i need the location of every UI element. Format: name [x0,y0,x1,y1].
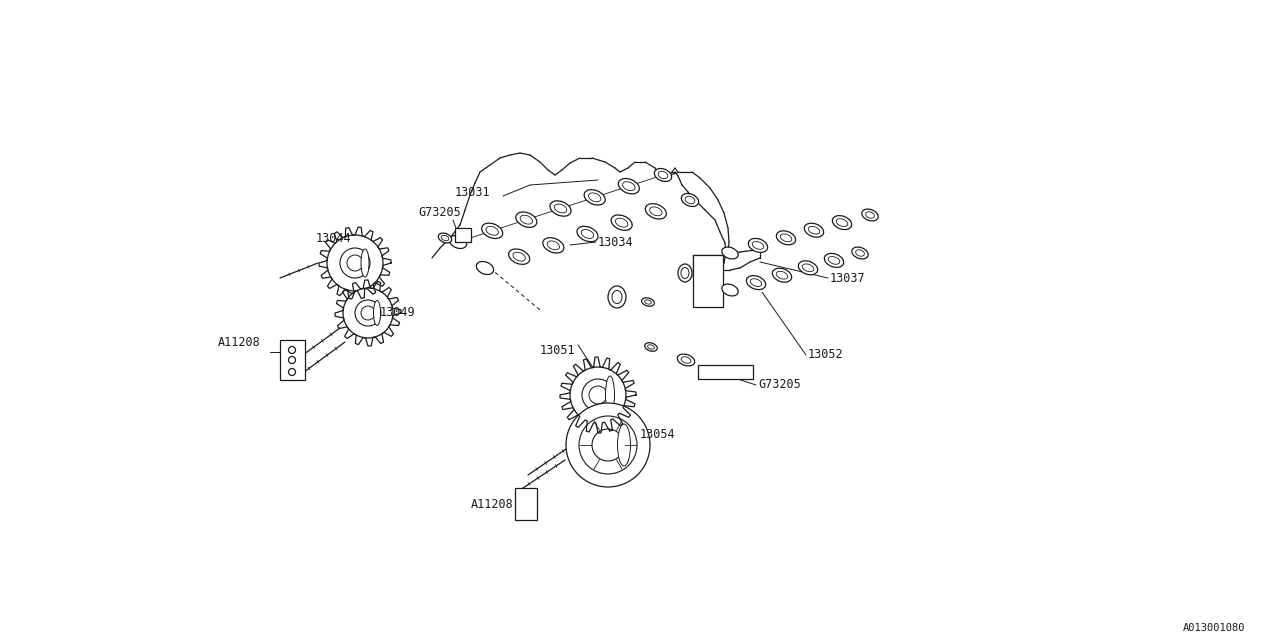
Ellipse shape [658,172,668,179]
Ellipse shape [685,196,695,204]
Ellipse shape [442,236,449,241]
Ellipse shape [584,189,605,205]
Ellipse shape [749,238,768,252]
Text: 13031: 13031 [454,186,490,200]
Circle shape [361,306,375,320]
Ellipse shape [581,230,594,239]
Text: 13037: 13037 [829,271,865,285]
Text: 13044: 13044 [316,232,352,244]
Ellipse shape [851,247,868,259]
Ellipse shape [374,301,380,326]
Ellipse shape [681,268,689,278]
Ellipse shape [438,233,452,243]
Ellipse shape [750,279,762,287]
Ellipse shape [554,204,567,213]
Ellipse shape [681,356,691,364]
Circle shape [343,288,393,338]
Ellipse shape [828,257,840,264]
Circle shape [340,248,370,278]
Ellipse shape [486,227,498,236]
Ellipse shape [618,179,640,194]
Ellipse shape [832,216,851,230]
Text: G73205: G73205 [758,378,801,392]
Bar [698,365,753,379]
Ellipse shape [776,271,787,279]
Ellipse shape [650,207,662,216]
Ellipse shape [481,223,503,239]
Ellipse shape [513,252,525,261]
Ellipse shape [648,345,654,349]
Circle shape [355,300,381,326]
Ellipse shape [836,219,847,227]
Text: 13034: 13034 [598,236,634,248]
Ellipse shape [617,424,631,466]
Circle shape [288,356,296,364]
Ellipse shape [616,218,628,227]
Text: 13051: 13051 [540,344,576,356]
Text: 13049: 13049 [380,305,416,319]
Ellipse shape [622,182,635,191]
Ellipse shape [772,268,791,282]
Ellipse shape [678,264,692,282]
Ellipse shape [799,260,818,275]
Ellipse shape [476,262,494,275]
Circle shape [591,429,625,461]
Ellipse shape [681,193,699,207]
Ellipse shape [543,237,564,253]
Bar [280,340,305,380]
Ellipse shape [808,227,819,234]
Bar [515,488,538,520]
Text: A013001080: A013001080 [1183,623,1245,633]
Ellipse shape [589,193,600,202]
Ellipse shape [804,223,823,237]
Circle shape [589,386,607,404]
Text: A11208: A11208 [218,335,261,349]
Ellipse shape [777,231,796,245]
Ellipse shape [654,168,672,182]
Circle shape [582,379,614,411]
Ellipse shape [516,212,536,227]
Ellipse shape [645,204,667,219]
Text: 13054: 13054 [640,429,676,442]
Ellipse shape [746,276,765,290]
Ellipse shape [781,234,792,242]
Circle shape [288,369,296,376]
Ellipse shape [824,253,844,268]
Text: 13052: 13052 [808,349,844,362]
Ellipse shape [861,209,878,221]
Ellipse shape [722,284,739,296]
Circle shape [326,235,383,291]
Circle shape [566,403,650,487]
Ellipse shape [677,354,695,366]
Ellipse shape [611,215,632,230]
Ellipse shape [612,291,622,303]
Bar [454,228,471,242]
Ellipse shape [645,300,652,304]
Ellipse shape [508,249,530,264]
Ellipse shape [361,249,369,277]
Ellipse shape [520,215,532,224]
Ellipse shape [608,286,626,308]
Ellipse shape [605,376,614,414]
Ellipse shape [722,247,739,259]
Ellipse shape [865,212,874,218]
Circle shape [570,367,626,423]
Ellipse shape [803,264,814,271]
Ellipse shape [753,241,764,249]
Ellipse shape [547,241,559,250]
Ellipse shape [641,298,654,306]
Circle shape [288,346,296,353]
Text: G73205: G73205 [419,207,461,220]
Ellipse shape [645,342,658,351]
Circle shape [347,255,364,271]
Bar [692,255,723,307]
Ellipse shape [550,201,571,216]
Text: A11208: A11208 [471,499,513,511]
Ellipse shape [577,227,598,242]
Ellipse shape [449,236,467,248]
Circle shape [579,416,637,474]
Ellipse shape [855,250,864,256]
